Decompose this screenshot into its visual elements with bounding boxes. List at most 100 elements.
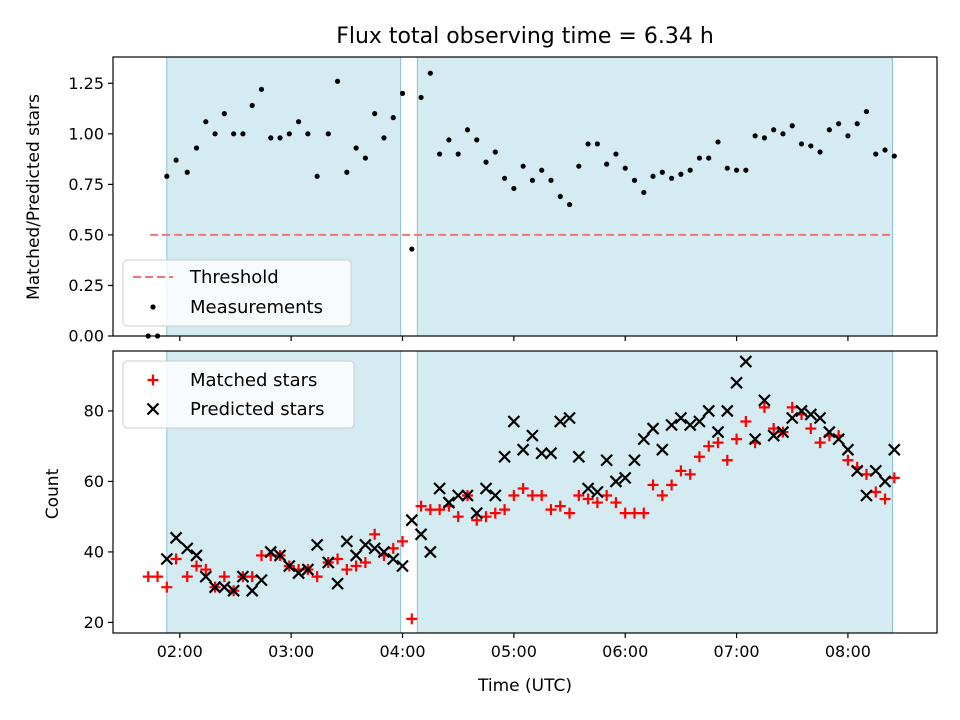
measurement-point xyxy=(409,246,415,252)
predicted-stars-point xyxy=(618,471,632,485)
predicted-stars-point xyxy=(396,559,409,573)
top-y-axis-label: Matched/Predicted stars xyxy=(24,94,44,300)
predicted-stars-point xyxy=(850,464,864,478)
x-tick-label: 08:00 xyxy=(825,642,871,661)
measurement-point xyxy=(836,121,842,127)
measurement-point xyxy=(706,155,712,161)
x-tick-label: 02:00 xyxy=(157,642,203,661)
predicted-stars-point xyxy=(878,475,892,488)
legend-measurements-swatch xyxy=(150,304,156,310)
matched-stars-point xyxy=(434,504,446,516)
matched-stars-point xyxy=(638,507,650,519)
ratio-legend: Threshold Measurements xyxy=(122,259,352,327)
measurement-point xyxy=(249,102,255,109)
count-legend: Matched stars Predicted stars xyxy=(122,360,355,429)
predicted-stars-point xyxy=(264,545,278,559)
measurement-point xyxy=(539,167,545,173)
predicted-stars-point xyxy=(823,425,836,439)
measurement-point xyxy=(669,175,675,181)
predicted-stars-point xyxy=(860,489,873,502)
measurement-point xyxy=(780,131,786,137)
measurement-point xyxy=(752,133,758,139)
x-axis-label: Time (UTC) xyxy=(477,676,572,696)
measurement-point xyxy=(622,165,628,171)
measurement-point xyxy=(483,159,489,165)
measurement-point xyxy=(743,167,749,173)
measurement-point xyxy=(798,141,805,147)
predicted-stars-point xyxy=(208,580,222,594)
measurement-point xyxy=(659,169,665,175)
predicted-stars-point xyxy=(349,549,363,562)
predicted-stars-point xyxy=(758,394,771,407)
predicted-stars-point xyxy=(368,542,381,555)
predicted-stars-point xyxy=(180,542,194,555)
measurement-point xyxy=(604,161,610,167)
measurement-point xyxy=(715,139,721,145)
matched-stars-point xyxy=(489,507,501,519)
predicted-stars-point xyxy=(386,552,400,566)
predicted-stars-point xyxy=(600,453,613,467)
measurement-point xyxy=(464,127,471,133)
matched-stars-point xyxy=(170,553,182,565)
matched-stars-point xyxy=(647,479,659,491)
predicted-stars-point xyxy=(739,355,753,368)
matched-stars-point xyxy=(517,482,529,494)
measurement-point xyxy=(240,131,246,137)
measurement-point xyxy=(231,131,237,137)
matched-stars-point xyxy=(545,504,557,516)
matched-stars-point xyxy=(814,437,826,449)
matched-stars-point xyxy=(888,472,900,484)
predicted-stars-point xyxy=(785,411,799,425)
measurement-point xyxy=(474,137,480,143)
predicted-stars-point xyxy=(683,418,697,432)
predicted-stars-point xyxy=(331,577,344,590)
x-tick-label: 03:00 xyxy=(268,642,314,661)
y-tick-label: 60 xyxy=(84,472,104,491)
matched-stars-point xyxy=(152,571,164,583)
matched-stars-point xyxy=(666,479,678,491)
measurement-point xyxy=(520,163,526,169)
measurement-point xyxy=(344,169,350,175)
measurement-point xyxy=(353,145,359,151)
legend-threshold-label: Threshold xyxy=(189,267,279,288)
measurement-point xyxy=(437,151,443,157)
measurement-point xyxy=(613,151,619,157)
predicted-stars-point xyxy=(377,545,391,559)
measurement-point xyxy=(566,201,573,208)
predicted-stars-point xyxy=(405,513,419,527)
predicted-stars-point xyxy=(283,559,296,573)
predicted-stars-point xyxy=(292,566,305,580)
matched-stars-point xyxy=(582,493,594,505)
measurement-point xyxy=(295,119,302,125)
predicted-stars-point xyxy=(646,422,660,435)
predicted-stars-point xyxy=(563,411,576,425)
measurement-point xyxy=(277,135,283,141)
matched-stars-point xyxy=(480,511,492,523)
predicted-stars-point xyxy=(730,376,743,390)
predicted-stars-point xyxy=(795,404,808,418)
matched-stars-point xyxy=(218,571,230,583)
predicted-stars-point xyxy=(498,450,511,464)
matched-stars-point xyxy=(341,564,353,576)
predicted-stars-point xyxy=(255,573,268,587)
matched-stars-point xyxy=(805,423,817,435)
measurement-point xyxy=(418,94,424,101)
measurement-point xyxy=(808,143,814,149)
predicted-stars-point xyxy=(535,446,548,460)
measurement-point xyxy=(305,131,311,137)
y-tick-label: 40 xyxy=(84,542,104,561)
legend-box xyxy=(122,259,352,327)
matched-stars-point xyxy=(860,468,872,480)
predicted-stars-point xyxy=(414,528,428,541)
predicted-stars-point xyxy=(656,443,669,456)
matched-stars-point xyxy=(369,528,381,540)
measurement-point xyxy=(891,153,897,159)
predicted-stars-point xyxy=(160,552,174,566)
matched-stars-point xyxy=(870,486,882,498)
measurement-point xyxy=(631,177,638,183)
legend-box xyxy=(122,360,355,429)
matched-stars-point xyxy=(564,507,576,519)
measurement-point xyxy=(390,115,396,121)
predicted-stars-point xyxy=(553,415,567,428)
predicted-stars-point xyxy=(693,415,706,428)
